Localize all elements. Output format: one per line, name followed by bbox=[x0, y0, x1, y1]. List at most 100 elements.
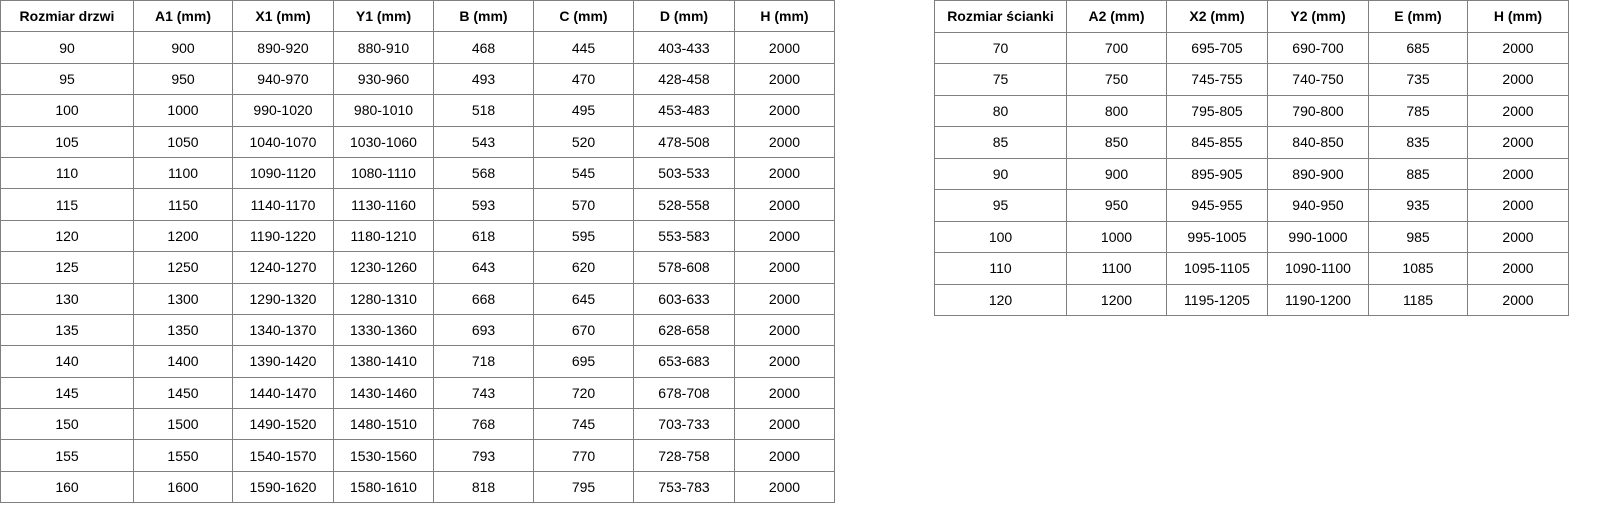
table-cell: 985 bbox=[1368, 220, 1468, 253]
table-cell: 895-905 bbox=[1166, 157, 1268, 190]
table-cell: 75 bbox=[934, 63, 1067, 96]
table-cell: 840-850 bbox=[1267, 126, 1369, 159]
table-cell: 1600 bbox=[133, 470, 233, 504]
table-cell: 890-920 bbox=[232, 31, 334, 64]
table-cell: 2000 bbox=[734, 408, 835, 441]
table-cell: 653-683 bbox=[633, 345, 735, 378]
table-row: 130 1300 1290-1320 1280-1310 668 645 603-633 20… bbox=[0, 282, 835, 315]
table-cell: 1100 bbox=[133, 156, 233, 190]
table-row: 70 700 695-705 690-700 685 2000 bbox=[934, 31, 1569, 64]
table-row: 105 1050 1040-1070 1030-1060 543 520 478-508 20… bbox=[0, 125, 835, 158]
table-cell: 845-855 bbox=[1166, 126, 1268, 159]
table-cell: 1550 bbox=[133, 439, 233, 472]
table-cell: 1580-1610 bbox=[333, 470, 434, 504]
column-header: Y2 (mm) bbox=[1267, 0, 1369, 33]
table-cell: 1340-1370 bbox=[232, 313, 334, 347]
table-cell: 1400 bbox=[133, 345, 233, 378]
table-cell: 743 bbox=[433, 376, 534, 410]
table-cell: 2000 bbox=[734, 439, 835, 472]
table-row: 160 1600 1590-1620 1580-1610 818 795 753-783 20… bbox=[0, 470, 835, 504]
table-cell: 900 bbox=[133, 31, 233, 64]
table-cell: 2000 bbox=[734, 62, 835, 96]
table-cell: 2000 bbox=[1467, 31, 1569, 64]
table-cell: 85 bbox=[934, 126, 1067, 159]
table-cell: 2000 bbox=[734, 376, 835, 410]
table-cell: 115 bbox=[0, 188, 134, 221]
column-header: H (mm) bbox=[734, 0, 835, 33]
table-cell: 770 bbox=[533, 439, 634, 472]
table-cell: 930-960 bbox=[333, 62, 434, 96]
table-cell: 2000 bbox=[734, 31, 835, 64]
table-cell: 1000 bbox=[133, 94, 233, 127]
table-cell: 120 bbox=[0, 219, 134, 253]
table-cell: 1280-1310 bbox=[333, 282, 434, 315]
table-cell: 2000 bbox=[734, 125, 835, 158]
column-header: Rozmiar drzwi bbox=[0, 0, 134, 33]
table-cell: 880-910 bbox=[333, 31, 434, 64]
table-row: 95 950 940-970 930-960 493 470 428-458 2000 bbox=[0, 62, 835, 96]
table-cell: 1200 bbox=[1066, 283, 1167, 316]
table-cell: 468 bbox=[433, 31, 534, 64]
table-cell: 2000 bbox=[1467, 252, 1569, 285]
table-cell: 1500 bbox=[133, 408, 233, 441]
table-cell: 2000 bbox=[1467, 220, 1569, 253]
table-cell: 800 bbox=[1066, 94, 1167, 127]
column-header: B (mm) bbox=[433, 0, 534, 33]
table-cell: 1180-1210 bbox=[333, 219, 434, 253]
table-cell: 80 bbox=[934, 94, 1067, 127]
table-cell: 2000 bbox=[1467, 189, 1569, 222]
table-row: 120 1200 1190-1220 1180-1210 618 595 553-583 20… bbox=[0, 219, 835, 253]
table-cell: 995-1005 bbox=[1166, 220, 1268, 253]
table-cell: 1050 bbox=[133, 125, 233, 158]
table-row: 95 950 945-955 940-950 935 2000 bbox=[934, 189, 1569, 222]
column-header: X1 (mm) bbox=[232, 0, 334, 33]
table-cell: 2000 bbox=[1467, 94, 1569, 127]
table-row: 135 1350 1340-1370 1330-1360 693 670 628-658 20… bbox=[0, 313, 835, 347]
table-cell: 768 bbox=[433, 408, 534, 441]
table-cell: 2000 bbox=[734, 470, 835, 504]
table-cell: 945-955 bbox=[1166, 189, 1268, 222]
table-cell: 745 bbox=[533, 408, 634, 441]
column-header: A2 (mm) bbox=[1066, 0, 1167, 33]
table-cell: 120 bbox=[934, 283, 1067, 316]
table-cell: 735 bbox=[1368, 63, 1468, 96]
table-cell: 2000 bbox=[734, 251, 835, 284]
table-cell: 700 bbox=[1066, 31, 1167, 64]
table-cell: 703-733 bbox=[633, 408, 735, 441]
table-cell: 595 bbox=[533, 219, 634, 253]
table-cell: 885 bbox=[1368, 157, 1468, 190]
table-cell: 110 bbox=[934, 252, 1067, 285]
table-cell: 1030-1060 bbox=[333, 125, 434, 158]
table-cell: 745-755 bbox=[1166, 63, 1268, 96]
table-cell: 718 bbox=[433, 345, 534, 378]
table-row: 90 900 890-920 880-910 468 445 403-433 2000 bbox=[0, 31, 835, 64]
table-cell: 693 bbox=[433, 313, 534, 347]
table-cell: 2000 bbox=[1467, 283, 1569, 316]
table-cell: 678-708 bbox=[633, 376, 735, 410]
table-cell: 545 bbox=[533, 156, 634, 190]
table-cell: 1490-1520 bbox=[232, 408, 334, 441]
table-cell: 160 bbox=[0, 470, 134, 504]
table-cell: 620 bbox=[533, 251, 634, 284]
table-cell: 935 bbox=[1368, 189, 1468, 222]
table-row: 125 1250 1240-1270 1230-1260 643 620 578-608 20… bbox=[0, 251, 835, 284]
column-header: C (mm) bbox=[533, 0, 634, 33]
column-header: X2 (mm) bbox=[1166, 0, 1268, 33]
table-cell: 503-533 bbox=[633, 156, 735, 190]
header-row: Rozmiar ścianki A2 (mm) X2 (mm) Y2 (mm) E (m… bbox=[934, 0, 1569, 33]
table-row: 140 1400 1390-1420 1380-1410 718 695 653-683 20… bbox=[0, 345, 835, 378]
column-header: E (mm) bbox=[1368, 0, 1468, 33]
table-cell: 518 bbox=[433, 94, 534, 127]
table-cell: 685 bbox=[1368, 31, 1468, 64]
table-cell: 428-458 bbox=[633, 62, 735, 96]
table-cell: 1185 bbox=[1368, 283, 1468, 316]
table-cell: 2000 bbox=[1467, 157, 1569, 190]
table-cell: 100 bbox=[934, 220, 1067, 253]
table-cell: 1140-1170 bbox=[232, 188, 334, 221]
table-row: 115 1150 1140-1170 1130-1160 593 570 528-558 20… bbox=[0, 188, 835, 221]
table-cell: 1330-1360 bbox=[333, 313, 434, 347]
table-cell: 155 bbox=[0, 439, 134, 472]
table-cell: 1200 bbox=[133, 219, 233, 253]
table-cell: 618 bbox=[433, 219, 534, 253]
table-cell: 1090-1120 bbox=[232, 156, 334, 190]
